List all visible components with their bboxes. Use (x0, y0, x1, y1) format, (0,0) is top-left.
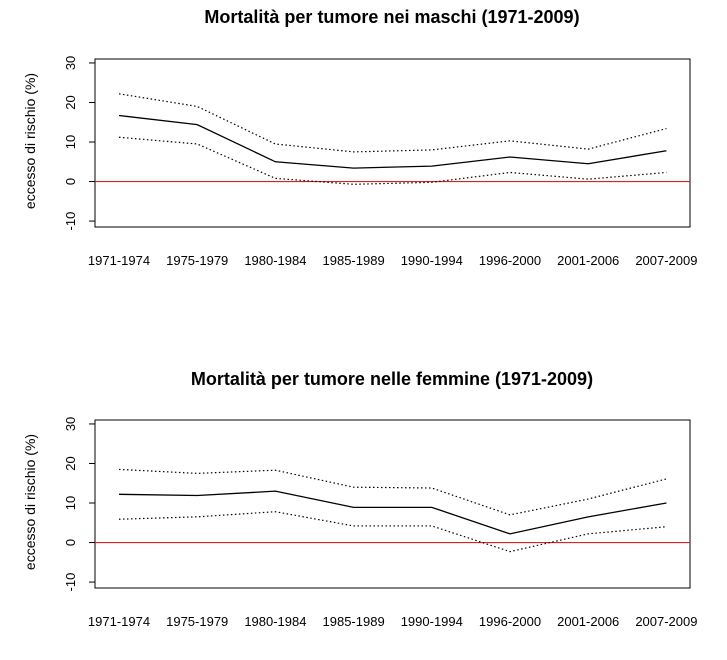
x-tick-label: 1971-1974 (88, 614, 150, 629)
x-tick-label: 1980-1984 (244, 253, 306, 268)
x-tick-label: 1980-1984 (244, 614, 306, 629)
x-tick-label: 1996-2000 (479, 253, 541, 268)
x-tick-label: 1971-1974 (88, 253, 150, 268)
plot-frame (94, 58, 691, 228)
series-line-estimate (118, 490, 667, 535)
x-tick-label: 1985-1989 (323, 614, 385, 629)
y-tick-label: 30 (63, 56, 78, 70)
y-tick-label: 10 (63, 496, 78, 510)
y-axis-label: eccesso di rischio (%) (22, 434, 38, 570)
chart-males: Mortalità per tumore nei maschi (1971-20… (22, 7, 697, 268)
x-tick-label: 1990-1994 (401, 253, 463, 268)
x-tick-label: 1996-2000 (479, 614, 541, 629)
series-line-upper (118, 93, 667, 153)
y-tick-label: -10 (63, 212, 78, 231)
x-tick-label: 2007-2009 (635, 253, 697, 268)
x-tick-label: 1975-1979 (166, 253, 228, 268)
chart-females: Mortalità per tumore nelle femmine (1971… (22, 369, 697, 629)
chart-panel-males: Mortalità per tumore nei maschi (1971-20… (0, 0, 727, 300)
x-tick-label: 1985-1989 (323, 253, 385, 268)
chart-title: Mortalità per tumore nei maschi (1971-20… (204, 7, 579, 27)
x-tick-label: 1990-1994 (401, 614, 463, 629)
x-tick-label: 2001-2006 (557, 253, 619, 268)
y-tick-label: 0 (63, 539, 78, 546)
series-line-lower (118, 136, 667, 185)
y-tick-label: 30 (63, 417, 78, 431)
chart-title: Mortalità per tumore nelle femmine (1971… (191, 369, 593, 389)
y-tick-label: -10 (63, 573, 78, 592)
plot-area: -10 0 10 20 30 1971-1974 1975-1979 1980-1984 198… (63, 56, 697, 268)
plot-area: -10 0 10 20 30 1971-1974 1975-1979 1980-1984 198… (63, 417, 697, 629)
y-tick-label: 0 (63, 178, 78, 185)
series-line-estimate (118, 114, 667, 169)
y-tick-label: 20 (63, 95, 78, 109)
x-tick-label: 1975-1979 (166, 614, 228, 629)
y-tick-label: 20 (63, 456, 78, 470)
x-tick-label: 2007-2009 (635, 614, 697, 629)
chart-panel-females: Mortalità per tumore nelle femmine (1971… (0, 360, 727, 660)
y-axis-label: eccesso di rischio (%) (22, 73, 38, 209)
x-tick-label: 2001-2006 (557, 614, 619, 629)
series-line-upper (118, 468, 667, 516)
y-tick-label: 10 (63, 135, 78, 149)
plot-frame (94, 419, 691, 589)
